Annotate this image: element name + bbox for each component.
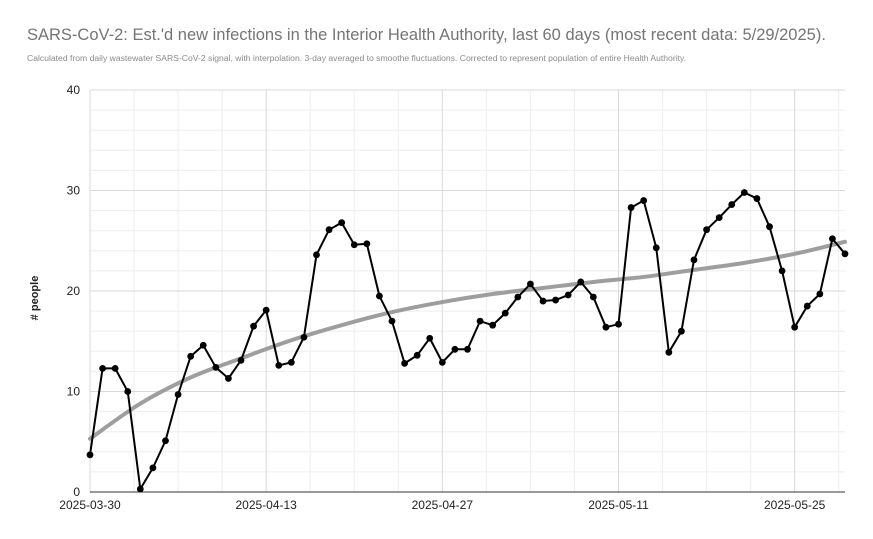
data-point [766,223,773,231]
y-tick-label: 40 [67,83,81,97]
y-tick-label: 20 [67,284,81,298]
data-point [803,302,811,310]
data-point [501,309,509,317]
data-point [350,241,358,249]
data-point [589,293,597,301]
data-point [162,437,169,445]
data-point [841,250,849,258]
data-point [413,351,421,359]
series-layer [86,189,849,493]
y-axis-label: # people [29,276,41,321]
data-point [539,297,547,305]
data-point [728,201,736,208]
data-point [627,204,635,211]
data-point [678,327,685,335]
data-point [338,219,346,227]
x-tick-label: 2025-04-27 [412,498,474,512]
data-point [640,197,648,204]
data-point [401,359,408,367]
data-point [99,364,106,372]
data-point [212,363,220,371]
data-point [577,278,585,286]
x-tick-label: 2025-05-25 [764,498,826,512]
data-point [300,333,308,341]
data-point [615,320,622,328]
data-point [313,251,320,259]
data-point [287,358,295,366]
data-point [325,226,333,234]
y-tick-label: 0 [73,485,80,499]
axis-labels: 0 10 20 30 40 2025-03-30 2025-04-13 2025-04-27 2… [59,83,825,512]
data-point [237,356,245,364]
data-point [778,267,786,275]
data-point [489,321,497,329]
data-point [753,195,761,202]
x-tick-label: 2025-04-13 [235,498,297,512]
data-point [250,322,257,330]
data-point [476,317,484,325]
data-point [552,296,559,304]
data-point [275,361,283,369]
data-point [602,323,610,331]
data-point [111,364,119,372]
data-point [816,290,824,298]
data-point [149,464,157,472]
data-point [136,485,144,493]
data-point [527,280,534,288]
x-tick-label: 2025-05-11 [588,498,649,512]
data-point [514,293,522,301]
data-point [187,352,195,360]
series-line [89,191,846,490]
data-point [199,341,207,349]
x-tick-label: 2025-03-30 [59,498,121,512]
data-point [690,256,698,264]
data-point [451,345,459,353]
y-tick-label: 10 [67,385,81,399]
chart-title: SARS-CoV-2: Est.'d new infections in the… [27,26,826,44]
data-point [174,391,182,398]
data-point [262,306,270,314]
data-point [225,375,232,382]
data-point [86,451,94,459]
data-point [564,291,572,299]
data-point [388,317,396,325]
chart-subtitle: Calculated from daily wastewater SARS-Co… [27,53,687,63]
data-point [438,358,446,366]
data-point [426,334,434,342]
grid-lines [89,89,845,493]
y-tick-label: 30 [67,184,81,198]
data-point [376,292,383,300]
data-point [829,235,836,243]
data-point [740,189,748,196]
data-point [464,345,471,353]
data-point [703,226,710,234]
data-point [124,388,132,395]
data-point [652,244,660,252]
data-point [363,240,371,248]
data-point [665,348,673,356]
data-point [791,323,799,331]
data-point [715,214,723,222]
